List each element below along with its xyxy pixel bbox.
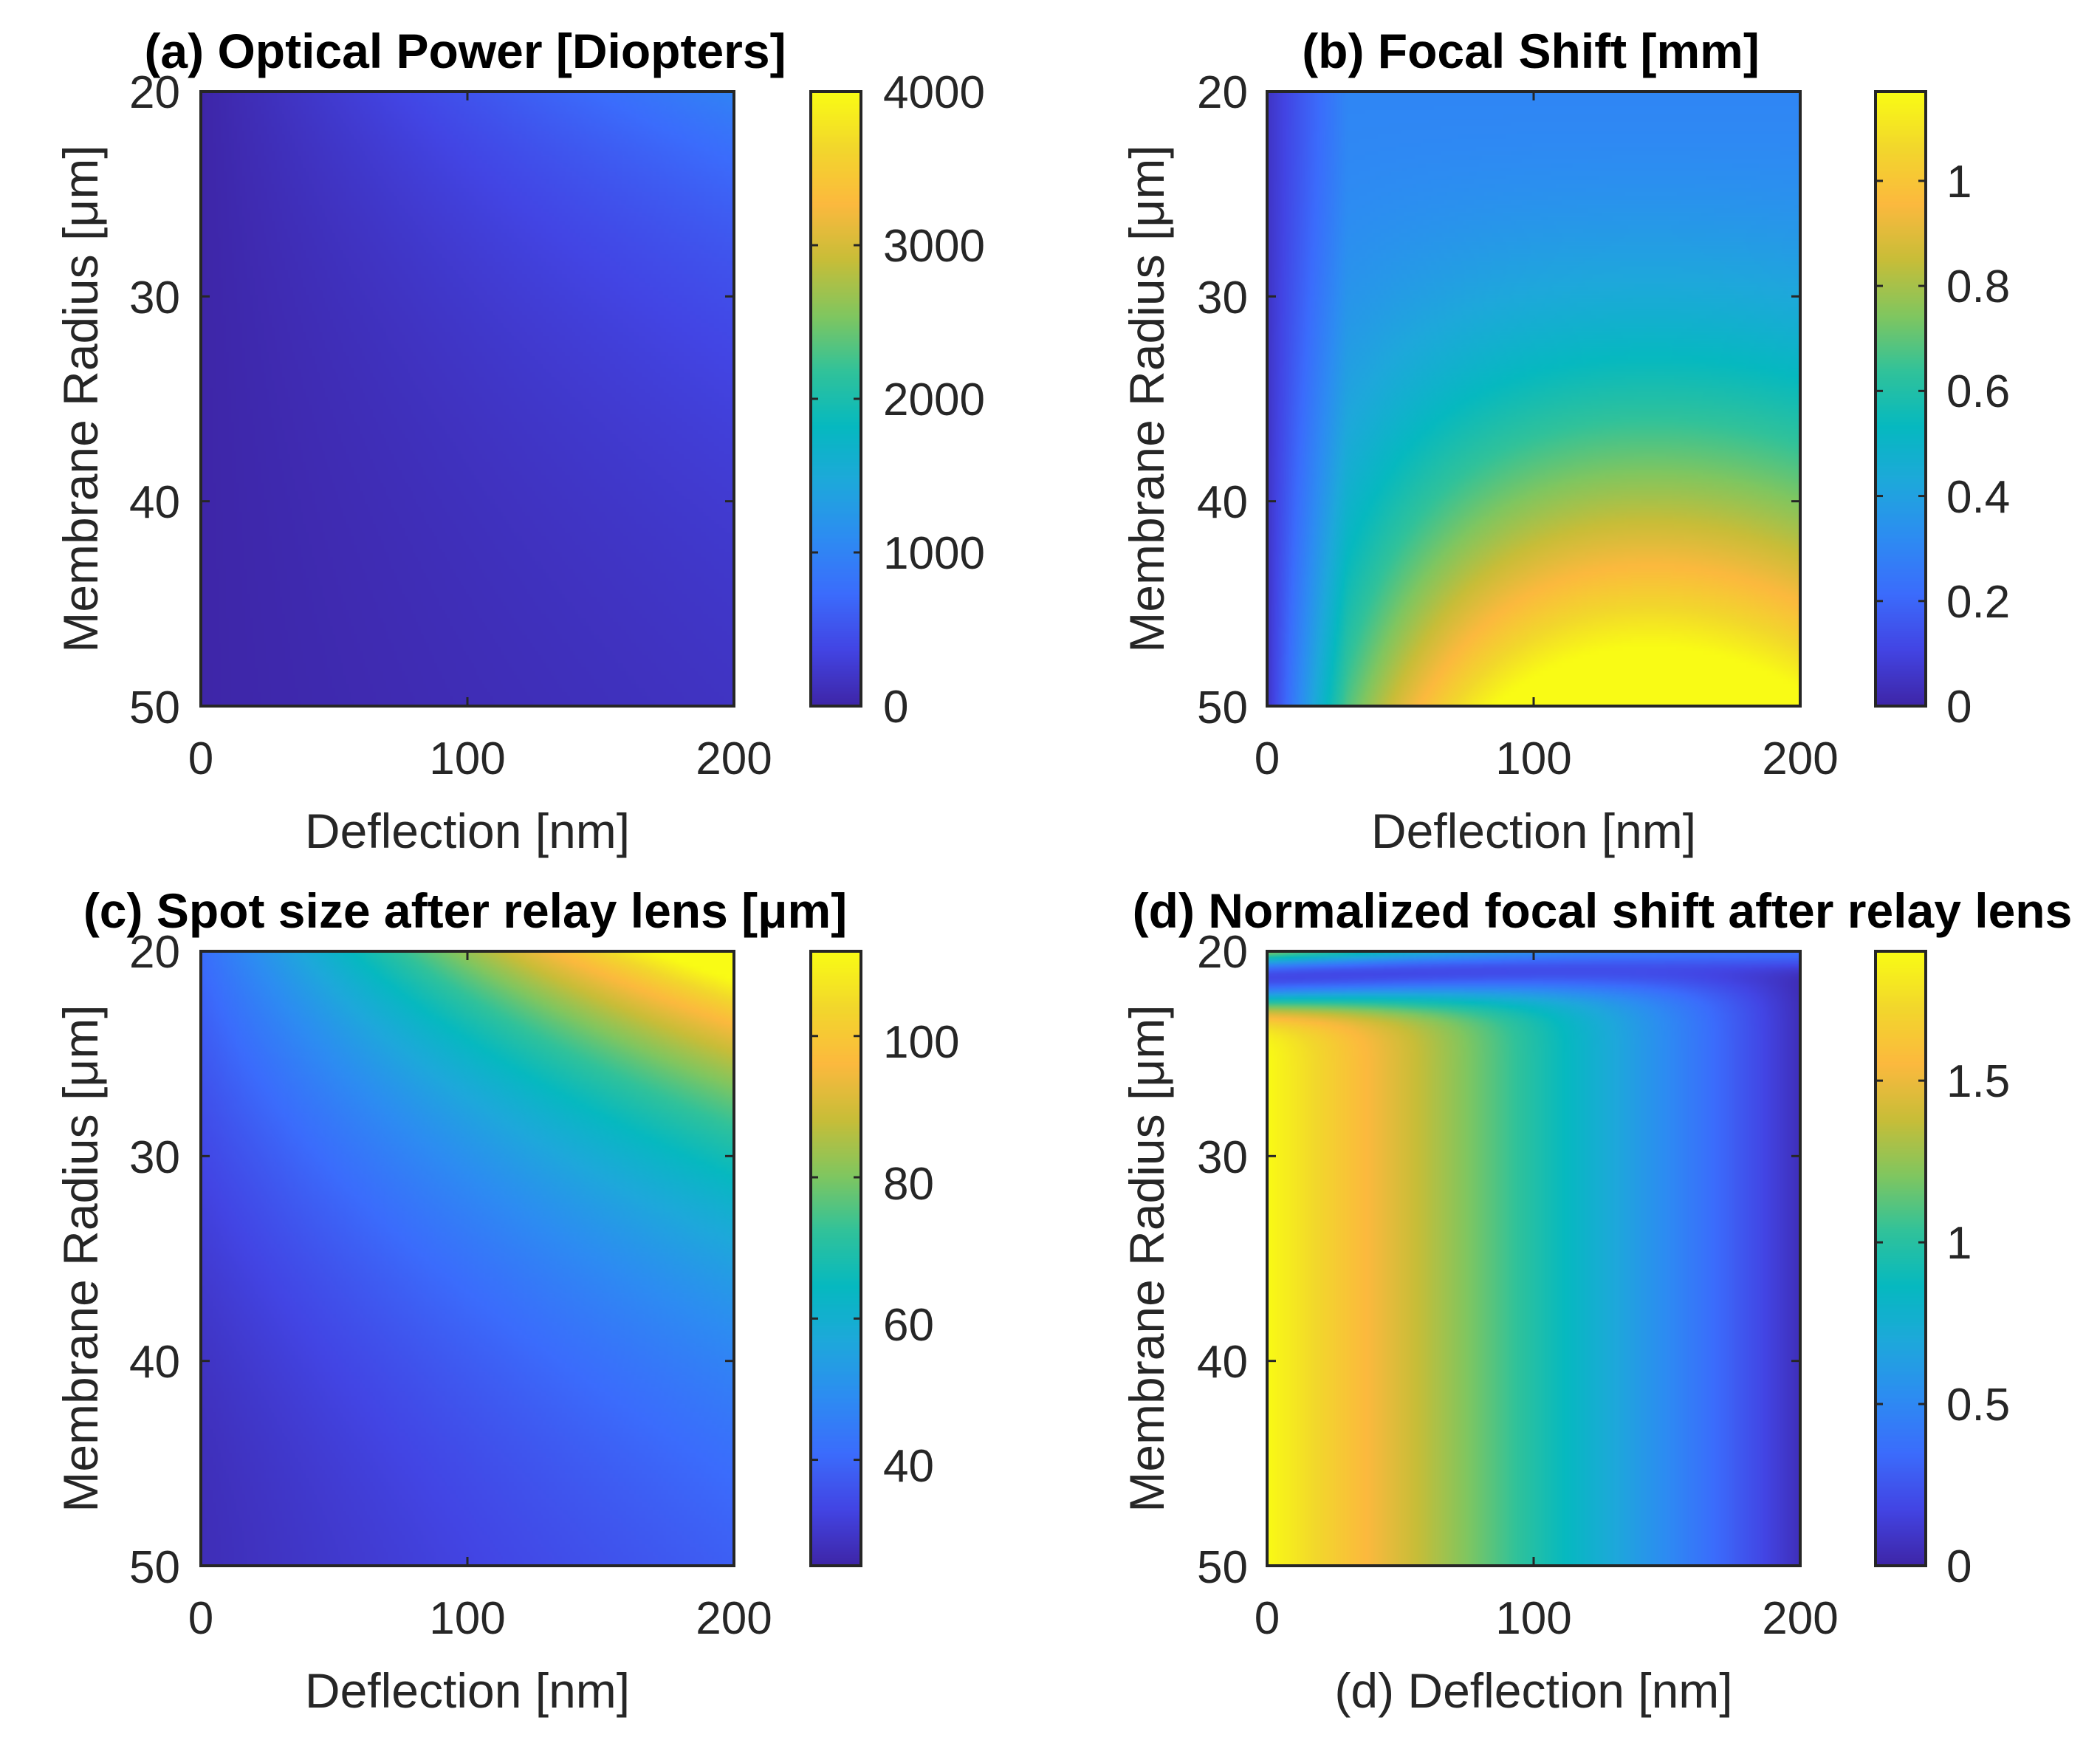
panel-d-ytick-20: 20 [1197,927,1248,978]
panel-b-cbar-tick-0.4: 0.4 [1946,472,2010,523]
panel-c: (c) Spot size after relay lens [μm] 20 3… [53,883,959,1718]
panel-b-ytick-30: 30 [1197,273,1248,323]
panel-a-ytick-20: 20 [129,67,180,118]
panel-a-colorbar [811,92,861,706]
panel-d: (d) Normalized focal shift after relay l… [1119,883,2072,1718]
panel-a-cbar-tick-1000: 1000 [883,528,985,579]
panel-a-cbar-tick-0: 0 [883,682,908,733]
panel-d-xtick-0: 0 [1255,1593,1280,1644]
panel-c-ytick-50: 50 [129,1542,180,1593]
panel-b-cbar-tick-0.8: 0.8 [1946,261,2010,312]
panel-b-ytick-40: 40 [1197,477,1248,528]
panel-a-ytick-30: 30 [129,273,180,323]
panel-d-title: (d) Normalized focal shift after relay l… [1133,883,2073,938]
panel-c-xtick-100: 100 [429,1593,505,1644]
panel-d-ytick-40: 40 [1197,1337,1248,1388]
panel-c-title: (c) Spot size after relay lens [μm] [83,883,847,938]
panel-d-ytick-30: 30 [1197,1132,1248,1183]
panel-d-heatmap [1267,951,1800,1566]
panel-c-cbar-tick-60: 60 [883,1300,934,1351]
panel-a-cbar-tick-4000: 4000 [883,67,985,118]
panel-c-xlabel: Deflection [nm] [305,1663,630,1718]
panel-c-cbar-tick-100: 100 [883,1017,959,1068]
panel-b-colorbar [1876,92,1926,706]
panel-d-xlabel: (d) Deflection [nm] [1334,1663,1732,1718]
panel-b-cbar-tick-0.6: 0.6 [1946,366,2010,417]
panel-a-heatmap [201,92,734,706]
panel-b-xtick-0: 0 [1255,733,1280,784]
panel-c-cbar-tick-40: 40 [883,1441,934,1492]
panel-a-xtick-100: 100 [429,733,505,784]
panel-c-ytick-20: 20 [129,927,180,978]
panel-d-ylabel: Membrane Radius [μm] [1119,1004,1174,1512]
panel-d-colorbar [1876,951,1926,1566]
panel-b-ytick-50: 50 [1197,682,1248,733]
panel-a-ytick-50: 50 [129,682,180,733]
panel-d-xtick-100: 100 [1495,1593,1571,1644]
panel-b-cbar-tick-0.2: 0.2 [1946,577,2010,628]
panel-a-tick-marks [199,90,861,708]
panel-a-cbar-tick-3000: 3000 [883,221,985,272]
panel-c-tick-marks [199,950,861,1567]
panel-c-colorbar-frame [809,950,862,1567]
panel-b-ylabel: Membrane Radius [μm] [1119,145,1174,652]
panel-b-xlabel: Deflection [nm] [1371,804,1696,858]
panel-b-cbar-tick-0: 0 [1946,682,1972,733]
panel-c-xtick-0: 0 [188,1593,213,1644]
panel-a-xlabel: Deflection [nm] [305,804,630,858]
panel-d-cbar-tick-0: 0 [1946,1541,1972,1592]
panel-c-cbar-tick-80: 80 [883,1159,934,1210]
panel-b-heatmap [1267,92,1800,706]
panel-c-ylabel: Membrane Radius [μm] [53,1004,108,1512]
panel-a-cbar-tick-2000: 2000 [883,374,985,425]
panel-d-colorbar-frame [1874,950,1927,1567]
panel-d-cbar-tick-1: 1 [1946,1218,1972,1269]
panel-c-ytick-30: 30 [129,1132,180,1183]
panel-d-cbar-tick-0.5: 0.5 [1946,1380,2010,1431]
panel-b-colorbar-frame [1874,90,1927,708]
panel-d-cbar-tick-1.5: 1.5 [1946,1056,2010,1107]
panel-c-ytick-40: 40 [129,1337,180,1388]
panel-b-xtick-100: 100 [1495,733,1571,784]
panel-a-title: (a) Optical Power [Diopters] [144,24,786,78]
panel-d-tick-marks [1266,950,1926,1567]
panel-a: (a) Optical Power [Diopters] 20 30 40 50… [53,24,985,858]
panel-a-xtick-200: 200 [696,733,772,784]
panel-b-ytick-20: 20 [1197,67,1248,118]
panel-c-heatmap [201,951,734,1566]
panel-c-colorbar [811,951,861,1566]
panel-b-tick-marks [1266,90,1926,708]
panel-b-cbar-tick-1: 1 [1946,157,1972,208]
panel-b: (b) Focal Shift [mm] 20 30 40 50 0 100 2… [1119,24,2010,858]
panel-c-xtick-200: 200 [696,1593,772,1644]
panel-a-ytick-40: 40 [129,477,180,528]
panel-d-xtick-200: 200 [1762,1593,1838,1644]
panel-d-ytick-50: 50 [1197,1542,1248,1593]
panel-b-xtick-200: 200 [1762,733,1838,784]
panel-a-xtick-0: 0 [188,733,213,784]
panel-a-ylabel: Membrane Radius [μm] [53,145,108,652]
panel-b-title: (b) Focal Shift [mm] [1302,24,1760,78]
